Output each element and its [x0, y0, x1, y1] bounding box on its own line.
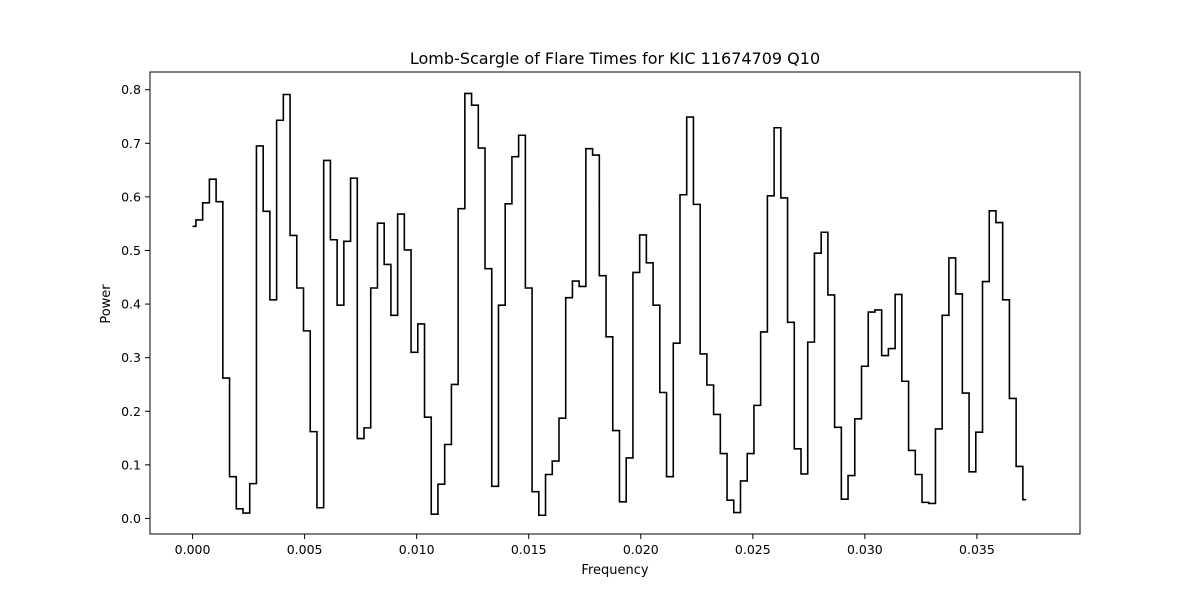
x-tick-label: 0.020 [623, 542, 659, 557]
x-axis-label: Frequency [581, 563, 648, 578]
x-tick-label: 0.005 [287, 542, 323, 557]
y-tick-label: 0.6 [121, 189, 141, 204]
x-tick-label: 0.035 [959, 542, 995, 557]
y-tick-label: 0.2 [121, 404, 141, 419]
y-tick-label: 0.1 [121, 457, 141, 472]
x-tick-label: 0.030 [847, 542, 883, 557]
axes-frame [149, 71, 1081, 535]
chart-title: Lomb-Scargle of Flare Times for KIC 1167… [410, 49, 820, 68]
y-tick-label: 0.8 [121, 82, 141, 97]
y-tick-label: 0.7 [121, 136, 141, 151]
x-tick-label: 0.025 [735, 542, 771, 557]
y-tick-label: 0.3 [121, 350, 141, 365]
y-tick-label: 0.4 [121, 297, 141, 312]
y-tick-label: 0.0 [121, 511, 141, 526]
y-axis-label: Power [99, 284, 114, 324]
y-tick-label: 0.5 [121, 243, 141, 258]
x-tick-label: 0.000 [175, 542, 211, 557]
x-tick-label: 0.010 [399, 542, 435, 557]
series-line-0 [192, 92, 1027, 517]
plot-area: 0.000 0.005 0.010 0.015 0.020 0.025 0.030 0.035… [121, 71, 1081, 557]
x-tick-label: 0.015 [511, 542, 547, 557]
